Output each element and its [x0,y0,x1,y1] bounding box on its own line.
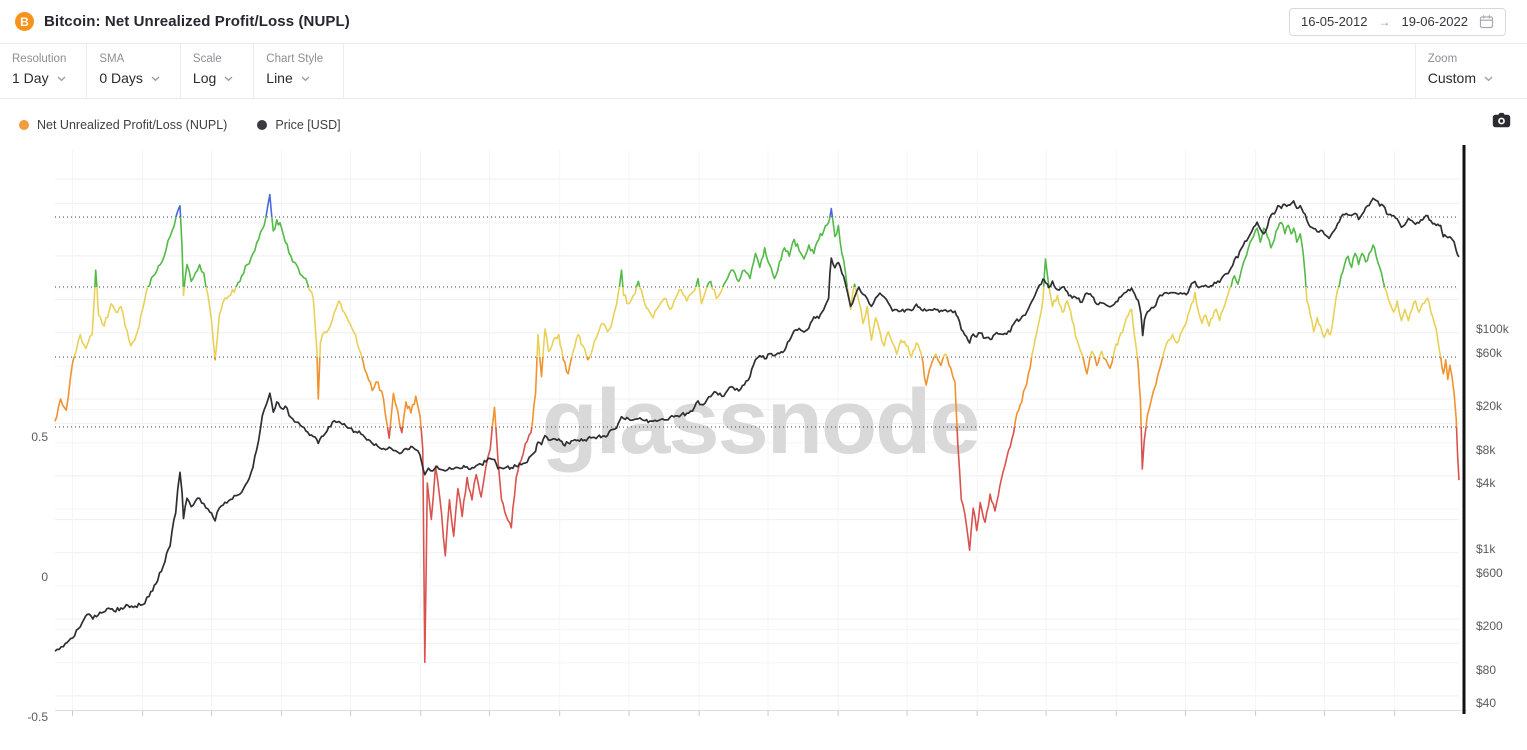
y-axis-label-price: $20k [1476,398,1503,413]
toolbar: Resolution 1 Day SMA 0 Days Scale Log Ch… [0,44,1527,99]
chevron-down-icon [301,76,310,82]
camera-button[interactable] [1492,112,1511,133]
chevron-down-icon [151,76,160,82]
nupl-series-dot [19,119,29,130]
glassnode-watermark: glassnode [541,371,978,473]
chart-style-dropdown[interactable]: Chart Style Line [254,44,345,98]
header: B Bitcoin: Net Unrealized Profit/Loss (N… [0,0,1527,44]
nupl-line-belief-denial [94,217,1386,287]
legend-item-price[interactable]: Price [USD] [257,117,341,132]
y-axis-label-price: $200 [1476,618,1503,633]
resolution-label: Resolution [12,53,67,65]
camera-icon [1492,112,1511,128]
sma-label: SMA [99,53,125,65]
date-from-value[interactable]: 16-05-2012 [1301,14,1368,29]
zoom-dropdown[interactable]: Zoom Custom [1414,44,1527,98]
y-axis-label-price: $100k [1476,322,1509,336]
bitcoin-icon: B [15,12,34,31]
legend-item-nupl[interactable]: Net Unrealized Profit/Loss (NUPL) [19,118,227,132]
price-line [54,197,1460,652]
series-legend: Net Unrealized Profit/Loss (NUPL) Price … [0,99,1527,150]
date-to-value[interactable]: 19-06-2022 [1401,14,1469,29]
price-series-dot [257,119,268,130]
y-axis-label-price: $4k [1476,475,1496,490]
page-title: Bitcoin: Net Unrealized Profit/Loss (NUP… [44,13,350,30]
nupl-series-label: Net Unrealized Profit/Loss (NUPL) [37,117,228,132]
sma-value[interactable]: 0 Days [99,70,143,86]
zoom-value[interactable]: Custom [1427,70,1476,86]
resolution-value[interactable]: 1 Day [12,70,49,86]
scale-value[interactable]: Log [192,70,217,86]
calendar-icon[interactable] [1479,14,1494,29]
scale-dropdown[interactable]: Scale Log [181,44,255,98]
chart-style-label: Chart Style [266,53,324,65]
y-axis-label-price: $80 [1476,662,1497,677]
zoom-label: Zoom [1427,53,1458,65]
date-range-picker[interactable]: 16-05-2012 → 19-06-2022 [1289,7,1506,36]
chevron-down-icon [1484,76,1493,82]
y-axis-label-price: $8k [1476,442,1496,457]
scale-label: Scale [192,53,222,65]
chevron-down-icon [224,76,233,82]
arrow-right-icon: → [1378,14,1391,29]
y-axis-label-price: $40 [1476,695,1497,710]
y-axis-label-nupl: 0 [41,570,48,584]
chevron-down-icon [57,76,66,82]
sma-dropdown[interactable]: SMA 0 Days [87,44,181,98]
y-axis-label-price: $60k [1476,346,1503,361]
chart-area[interactable]: glassnode CapitulationHope — FearOptimis… [0,145,1527,750]
y-axis-label-nupl: -0.5 [27,710,48,724]
y-axis-label-price: $600 [1476,566,1503,581]
chart-style-value[interactable]: Line [266,70,293,86]
y-axis-label-nupl: 0.5 [31,430,48,444]
resolution-dropdown[interactable]: Resolution 1 Day [0,44,88,98]
price-series-label: Price [USD] [275,117,341,132]
y-axis-label-price: $1k [1476,542,1496,556]
chart-plot: glassnode [54,145,1467,716]
